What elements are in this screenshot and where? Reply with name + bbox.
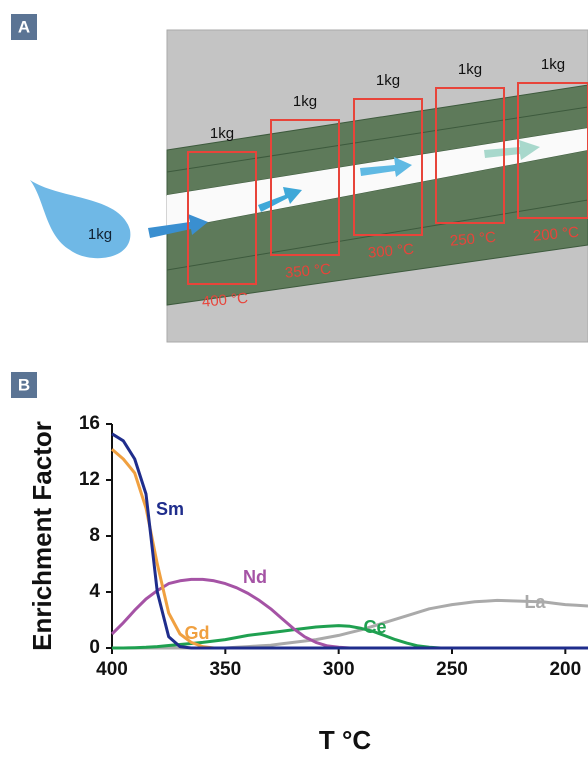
series-line: [112, 598, 588, 650]
arrows: [148, 140, 540, 238]
source-label: 1kg: [88, 226, 112, 243]
x-tick-label: 200: [549, 659, 581, 680]
y-tick-label: 0: [89, 637, 100, 658]
series-label: La: [524, 592, 546, 612]
stage-box: [517, 82, 588, 219]
series-label: Nd: [243, 567, 267, 587]
series-label: Sm: [156, 499, 184, 519]
lower-band: [166, 149, 588, 306]
x-axis-title: T °C: [319, 725, 372, 755]
y-tick-label: 8: [89, 525, 100, 546]
stage-mass: 1kg: [210, 125, 234, 142]
panel-label: B: [18, 375, 30, 394]
stage-temperature: 350 °C: [284, 261, 331, 282]
stage-box: [353, 98, 423, 236]
x-tick-label: 300: [323, 659, 355, 680]
stage-mass: 1kg: [293, 93, 317, 110]
series-line: [111, 448, 588, 650]
source-drop: [30, 180, 131, 259]
stage-mass: 1kg: [458, 61, 482, 78]
y-tick-label: 12: [79, 469, 100, 490]
stage-temperature: 300 °C: [367, 241, 414, 262]
y-tick-label: 16: [79, 413, 100, 434]
x-tick-label: 400: [96, 659, 128, 680]
stage-box: [187, 151, 257, 285]
stage-mass: 1kg: [541, 56, 565, 73]
panel-badge: [11, 14, 37, 40]
stage-box: [435, 87, 505, 224]
series-label: Gd: [185, 623, 210, 643]
series-line: [111, 432, 588, 650]
panel-label: A: [18, 17, 30, 36]
stage-temperature: 250 °C: [449, 229, 496, 250]
stages: 1kg 400 °C 1kg 350 °C 1kg 300 °C 1kg 250 °C 1kg 2…: [187, 56, 588, 311]
stage-box: [270, 119, 340, 256]
series-label: Ce: [363, 617, 386, 637]
y-tick-label: 4: [89, 581, 100, 602]
x-tick-label: 250: [436, 659, 468, 680]
panel-badge: [11, 372, 37, 398]
stage-temperature: 400 °C: [201, 290, 248, 311]
stage-temperature: 200 °C: [532, 224, 579, 245]
y-axis-title: Enrichment Factor: [27, 421, 57, 651]
stage-mass: 1kg: [376, 72, 400, 89]
x-tick-label: 350: [209, 659, 241, 680]
